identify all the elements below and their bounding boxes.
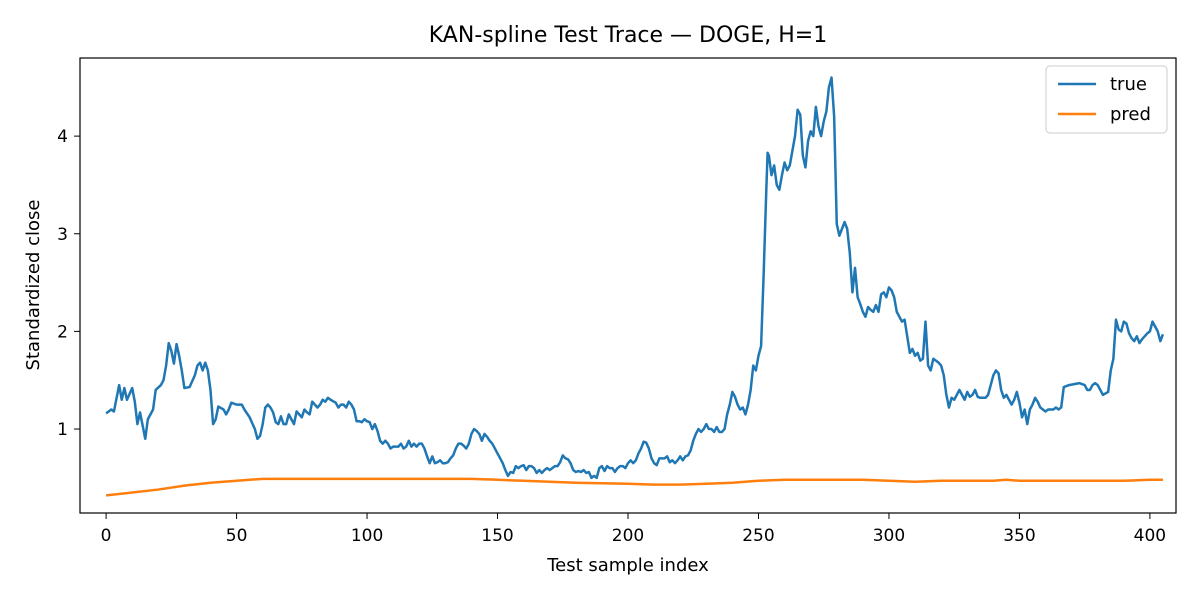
x-tick-label: 100 (351, 526, 383, 546)
x-tick-label: 350 (1003, 526, 1035, 546)
y-tick-label: 1 (57, 420, 68, 440)
x-tick-label: 250 (742, 526, 774, 546)
legend-label-true: true (1110, 74, 1147, 95)
chart-title: KAN-spline Test Trace — DOGE, H=1 (429, 23, 827, 48)
x-tick-label: 0 (101, 526, 112, 546)
x-tick-label: 400 (1134, 526, 1166, 546)
y-tick-label: 3 (57, 225, 68, 245)
x-tick-label: 50 (226, 526, 248, 546)
y-tick-label: 4 (57, 127, 68, 147)
x-tick-label: 300 (873, 526, 905, 546)
legend: true pred (1046, 66, 1167, 133)
x-tick-label: 200 (612, 526, 644, 546)
x-axis-title: Test sample index (546, 555, 709, 576)
legend-label-pred: pred (1110, 104, 1151, 125)
y-axis-title: Standardized close (23, 200, 44, 371)
y-tick-label: 2 (57, 322, 68, 342)
x-tick-label: 150 (481, 526, 513, 546)
